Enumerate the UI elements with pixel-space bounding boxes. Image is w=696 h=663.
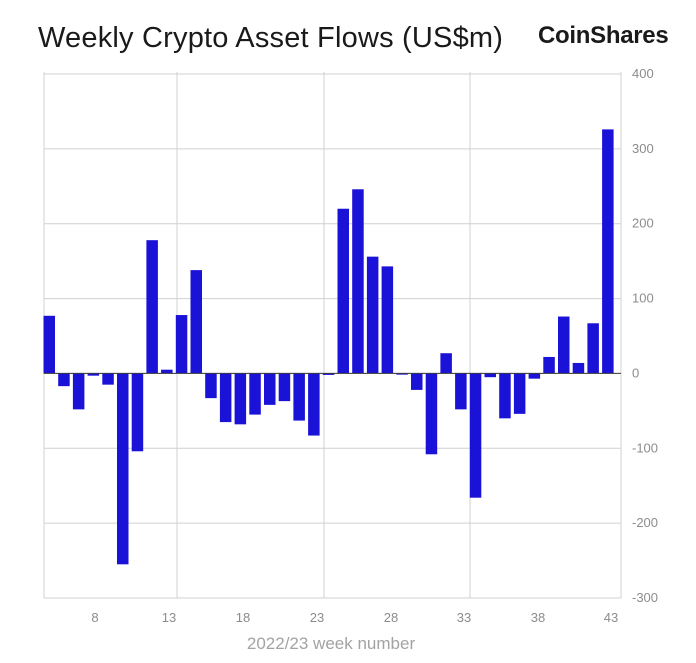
bar-week-29	[411, 373, 423, 390]
bar-week-13	[175, 315, 188, 374]
bar-week-40	[572, 362, 585, 374]
x-tick-labels: 8 13 18 23 28 33 38 43	[91, 610, 618, 625]
bar-week-39	[558, 316, 570, 374]
x-tick-label: 13	[162, 610, 176, 625]
bar-week-24	[337, 208, 349, 374]
bars	[43, 129, 614, 565]
bar-week-33	[469, 373, 482, 498]
chart-title: Weekly Crypto Asset Flows (US$m)	[38, 22, 504, 54]
bar-week-17	[234, 373, 247, 425]
y-tick-label: 100	[632, 291, 654, 306]
bar-week-12	[161, 369, 173, 374]
y-tick-label: 200	[632, 216, 654, 231]
bar-week-10	[131, 373, 144, 452]
bar-week-30	[425, 373, 438, 455]
y-tick-label: -100	[632, 440, 658, 455]
bar-week-7	[87, 373, 100, 376]
x-tick-label: 33	[457, 610, 471, 625]
bar-week-21	[293, 373, 305, 421]
bar-week-16	[219, 373, 232, 423]
grid-lines	[43, 72, 622, 599]
bar-week-15	[205, 373, 217, 399]
bar-week-37	[528, 373, 541, 379]
x-axis-title: 2022/23 week number	[247, 634, 416, 653]
bar-week-22	[308, 373, 320, 436]
x-tick-label: 23	[310, 610, 324, 625]
bar-week-18	[249, 373, 261, 415]
bar-week-32	[455, 373, 467, 410]
x-tick-label: 43	[604, 610, 618, 625]
y-tick-label: 300	[632, 141, 654, 156]
y-tick-labels: 400 300 200 100 0 -100 -200 -300	[632, 66, 658, 605]
x-tick-label: 28	[384, 610, 398, 625]
bar-week-42	[602, 129, 614, 374]
bar-week-35	[499, 373, 511, 419]
bar-week-31	[440, 353, 452, 374]
y-tick-label: 0	[632, 365, 639, 380]
y-tick-label: -300	[632, 590, 658, 605]
bar-week-14	[190, 270, 202, 374]
bar-week-20	[278, 373, 291, 402]
bar-week-34	[484, 373, 496, 378]
bar-week-28	[396, 373, 408, 375]
bar-week-5	[58, 373, 70, 387]
y-tick-label: 400	[632, 66, 654, 81]
bar-week-19	[264, 373, 276, 405]
x-tick-label: 18	[236, 610, 250, 625]
bar-week-11	[146, 240, 158, 374]
bar-week-4	[43, 315, 55, 374]
bar-week-25	[352, 189, 364, 374]
bar-week-38	[543, 356, 555, 374]
bar-week-8	[102, 373, 114, 385]
bar-week-26	[366, 256, 379, 374]
bar-week-27	[381, 266, 394, 374]
bar-week-6	[72, 373, 85, 410]
bar-week-9	[117, 373, 129, 565]
bar-week-41	[587, 323, 599, 374]
brand-logo: CoinShares	[538, 22, 669, 49]
x-tick-label: 8	[91, 610, 98, 625]
bar-week-36	[513, 373, 526, 414]
y-tick-label: -200	[632, 515, 658, 530]
x-tick-label: 38	[531, 610, 545, 625]
bar-week-23	[322, 373, 335, 375]
